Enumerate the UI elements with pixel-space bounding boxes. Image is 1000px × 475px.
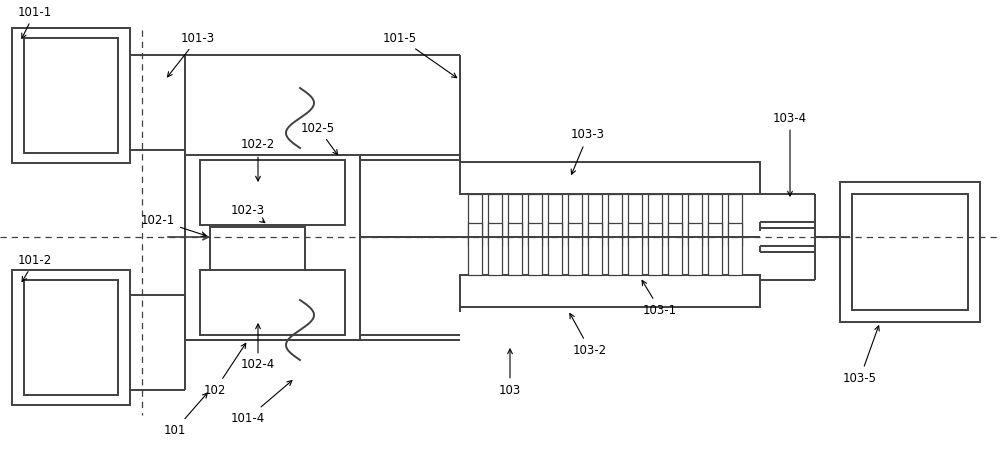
Text: 103-3: 103-3	[571, 129, 605, 174]
Bar	[488, 194, 502, 246]
Bar	[688, 194, 702, 246]
Bar	[24, 280, 118, 395]
Bar	[728, 223, 742, 275]
Text: 102-1: 102-1	[141, 213, 206, 237]
Bar	[488, 223, 502, 275]
Bar	[588, 223, 602, 275]
Text: 101-2: 101-2	[18, 254, 52, 282]
Bar	[548, 223, 562, 275]
Bar	[12, 28, 130, 163]
Bar	[628, 194, 642, 246]
Bar	[24, 38, 118, 153]
Bar	[708, 194, 722, 246]
Text: 103-5: 103-5	[843, 326, 879, 384]
Bar	[728, 194, 742, 246]
Bar	[688, 223, 702, 275]
Text: 103: 103	[499, 349, 521, 397]
Bar	[508, 194, 522, 246]
Text: 101-1: 101-1	[18, 6, 52, 38]
Text: 103-1: 103-1	[642, 280, 677, 316]
Bar	[185, 155, 360, 340]
Text: 101-3: 101-3	[167, 31, 215, 77]
Bar	[708, 223, 722, 275]
Bar	[468, 223, 482, 275]
Bar	[588, 194, 602, 246]
Text: 103-4: 103-4	[773, 112, 807, 196]
Bar	[840, 182, 980, 322]
Text: 102-4: 102-4	[241, 324, 275, 371]
Text: 103-2: 103-2	[570, 314, 607, 357]
Text: 102-5: 102-5	[301, 122, 338, 155]
Bar	[648, 194, 662, 246]
Text: 102-3: 102-3	[231, 203, 265, 223]
Bar	[648, 223, 662, 275]
Bar	[210, 227, 305, 277]
Bar	[852, 194, 968, 310]
Bar	[548, 194, 562, 246]
Bar	[460, 275, 760, 307]
Bar	[628, 223, 642, 275]
Bar	[528, 223, 542, 275]
Bar	[668, 194, 682, 246]
Bar	[468, 194, 482, 246]
Bar	[200, 270, 345, 335]
Bar	[200, 160, 345, 225]
Bar	[12, 270, 130, 405]
Bar	[668, 223, 682, 275]
Text: 101-5: 101-5	[383, 31, 457, 78]
Bar	[508, 223, 522, 275]
Text: 102: 102	[204, 343, 246, 397]
Text: 101-4: 101-4	[231, 380, 292, 425]
Bar	[608, 194, 622, 246]
Bar	[568, 194, 582, 246]
Bar	[460, 162, 760, 194]
Bar	[528, 194, 542, 246]
Bar	[568, 223, 582, 275]
Text: 102-2: 102-2	[241, 139, 275, 181]
Bar	[608, 223, 622, 275]
Text: 101: 101	[164, 393, 207, 437]
